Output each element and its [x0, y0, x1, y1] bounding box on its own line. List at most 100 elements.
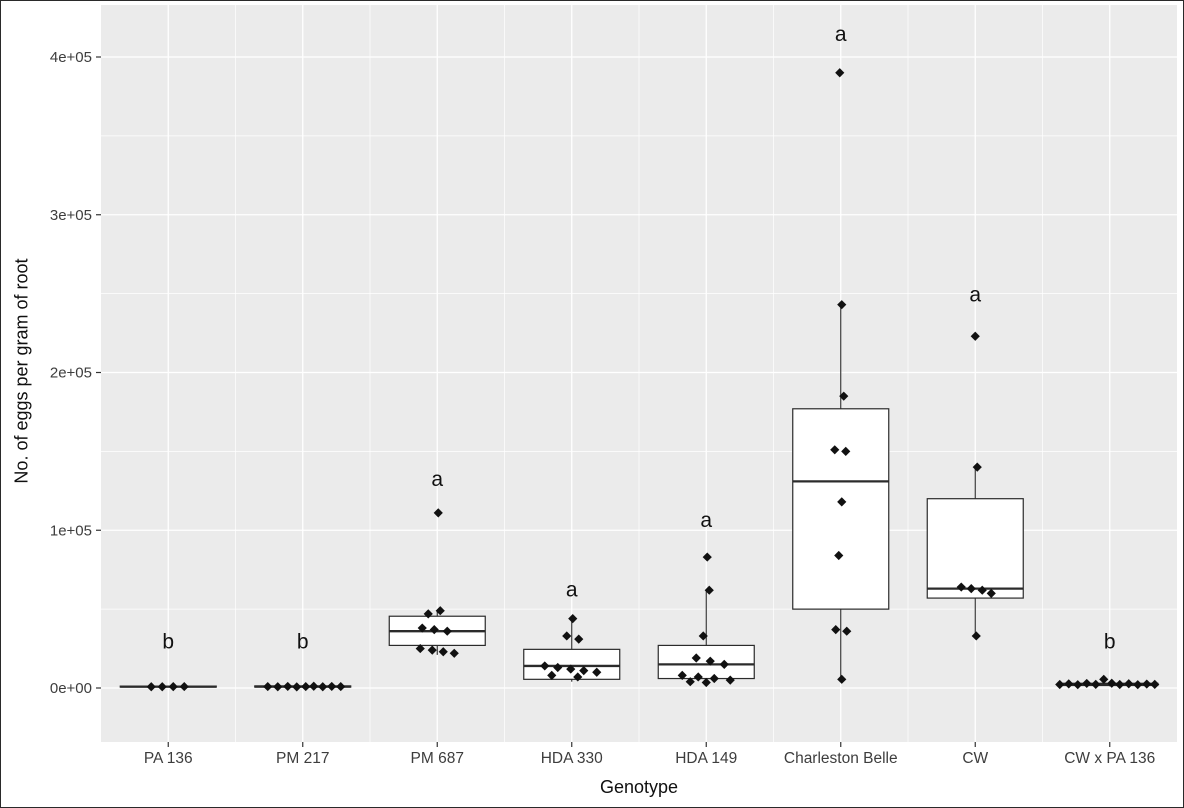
data-point	[1107, 678, 1117, 688]
significance-letter: b	[297, 631, 309, 654]
significance-letter: a	[566, 579, 578, 602]
data-point	[1115, 679, 1125, 690]
x-tick-label: PM 217	[276, 750, 329, 767]
data-point	[841, 446, 851, 456]
data-point	[719, 659, 729, 669]
data-point	[685, 677, 695, 687]
data-point	[693, 672, 703, 682]
data-point	[423, 609, 433, 619]
minor-gridlines	[101, 5, 1177, 742]
axes: 0e+00 1e+05 2e+05 3e+05 4e+05 PA 136 PM 217 PM …	[50, 49, 1155, 767]
data-point	[157, 682, 167, 692]
significance-letter: b	[1104, 631, 1116, 654]
box	[926, 498, 1024, 599]
data-point	[956, 582, 966, 592]
data-point	[547, 670, 557, 680]
data-point	[709, 673, 719, 684]
data-point	[429, 625, 439, 635]
y-tick-label: 2e+05	[50, 365, 92, 382]
data-point	[336, 681, 346, 692]
data-point	[830, 445, 840, 455]
data-point	[327, 681, 337, 692]
y-axis-title: No. of eggs per gram of root	[11, 258, 32, 484]
data-point	[834, 550, 844, 561]
data-point	[568, 613, 578, 624]
data-point	[146, 682, 156, 692]
box	[523, 648, 621, 680]
data-point	[427, 645, 437, 655]
box-group: b	[254, 631, 352, 692]
x-tick-label: CW	[962, 750, 988, 767]
data-point	[1091, 679, 1101, 689]
data-point	[701, 677, 711, 688]
data-point	[705, 656, 715, 666]
data-point	[273, 682, 283, 692]
box-group: a	[657, 509, 755, 688]
data-point	[540, 661, 550, 671]
data-point	[986, 588, 996, 598]
data-point	[977, 585, 987, 595]
data-point	[1064, 679, 1074, 689]
data-point	[433, 508, 443, 518]
significance-letter: a	[969, 284, 981, 307]
y-tick-label: 0e+00	[50, 680, 92, 697]
y-tick-label: 4e+05	[50, 49, 92, 66]
significance-letter: b	[162, 631, 174, 654]
data-point	[553, 662, 563, 673]
box-group: a	[926, 284, 1024, 641]
data-point	[592, 667, 602, 677]
significance-letter: a	[700, 509, 712, 532]
box-group: b	[119, 631, 217, 692]
data-point	[438, 647, 448, 657]
data-point	[573, 672, 583, 682]
data-point	[435, 606, 445, 616]
x-axis-title: Genotype	[599, 777, 679, 797]
x-tick-label: HDA 149	[675, 750, 737, 767]
x-tick-label: Charleston Belle	[784, 750, 898, 767]
data-point	[263, 681, 273, 692]
data-point	[831, 625, 841, 635]
data-point	[1133, 680, 1143, 690]
data-point	[842, 626, 852, 636]
y-tick-label: 1e+05	[50, 522, 92, 539]
data-point	[691, 653, 701, 663]
data-point	[1082, 678, 1092, 689]
box-group: a	[388, 468, 486, 658]
data-point	[292, 682, 302, 692]
data-point	[283, 681, 293, 692]
significance-letter: a	[835, 23, 847, 46]
data-point	[835, 68, 845, 78]
x-tick-label: HDA 330	[541, 750, 603, 767]
data-point	[301, 681, 311, 692]
data-point	[966, 584, 976, 594]
data-point	[179, 681, 189, 692]
data-point	[1150, 679, 1160, 689]
data-point	[562, 631, 572, 641]
box-group: a	[523, 579, 621, 682]
box-group: b	[1055, 631, 1160, 690]
box-group: a	[792, 23, 890, 684]
data-point	[1142, 679, 1152, 689]
data-point	[698, 631, 708, 641]
data-point	[725, 675, 735, 685]
significance-letter: a	[431, 468, 443, 491]
data-point	[442, 626, 452, 636]
data-point	[971, 631, 981, 641]
data-point	[704, 585, 714, 595]
data-point	[837, 497, 847, 507]
data-point	[417, 623, 427, 633]
data-point	[972, 462, 982, 472]
data-point	[415, 643, 425, 654]
data-point	[168, 682, 178, 692]
data-point	[574, 634, 584, 644]
data-point	[449, 648, 459, 658]
data-point	[702, 552, 712, 562]
box	[792, 408, 890, 610]
data-point	[1073, 680, 1083, 690]
data-point	[839, 391, 849, 401]
data-point	[1124, 679, 1134, 689]
data-point	[566, 664, 576, 674]
x-tick-label: CW x PA 136	[1064, 750, 1155, 767]
data-point	[837, 674, 847, 684]
